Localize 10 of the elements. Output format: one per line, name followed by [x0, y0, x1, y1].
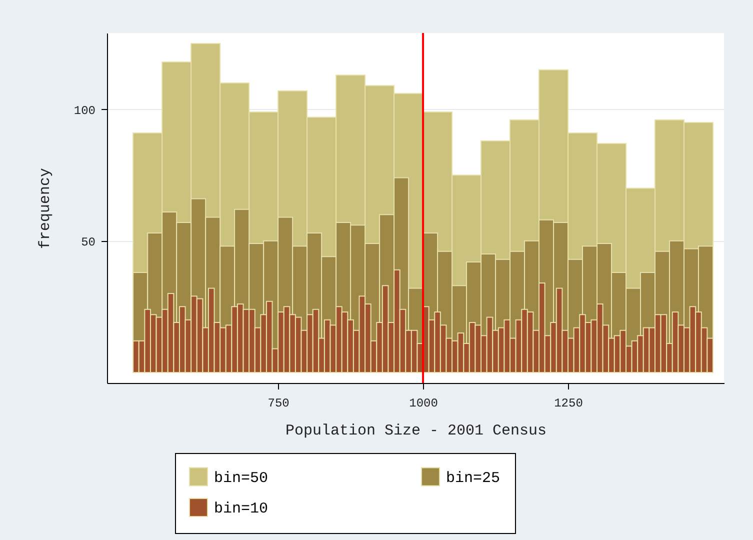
legend-label: bin=50 [214, 470, 268, 487]
legend-label: bin=25 [446, 470, 500, 487]
x-axis-title: Population Size - 2001 Census [285, 422, 547, 440]
legend-label: bin=10 [214, 500, 268, 518]
x-tick-label: 750 [268, 396, 290, 410]
x-tick-label: 1250 [554, 396, 583, 410]
y-tick-label: 100 [74, 104, 96, 118]
y-axis-title: frequency [36, 168, 54, 250]
y-tick-label: 50 [81, 235, 96, 250]
x-tick-label: 1000 [409, 396, 438, 410]
